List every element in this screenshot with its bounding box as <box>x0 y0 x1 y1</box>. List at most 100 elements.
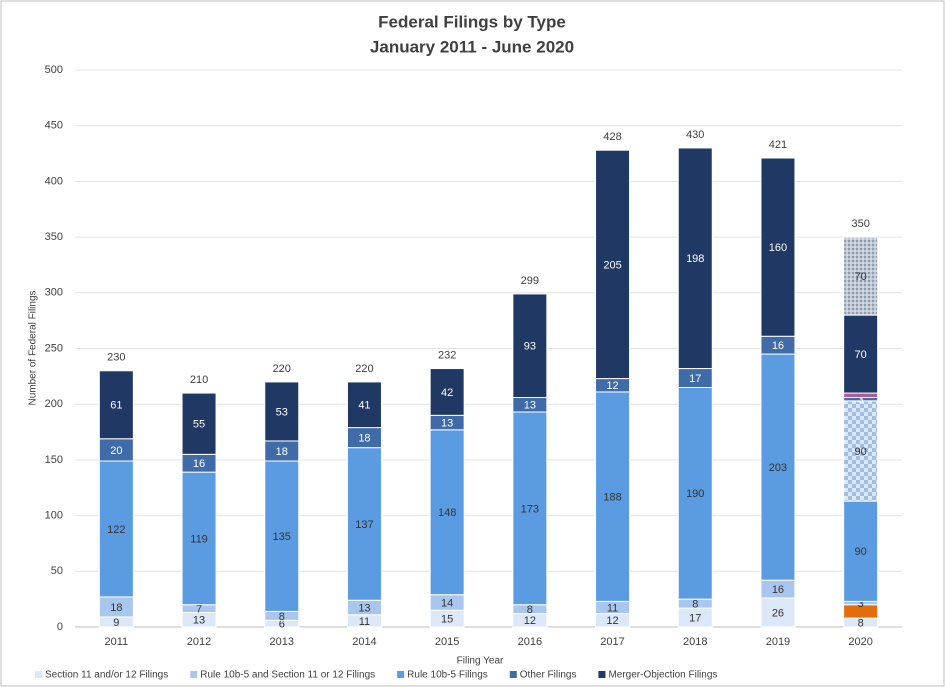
data-label: 9 <box>113 617 119 629</box>
data-label: 17 <box>689 612 701 624</box>
x-tick-label: 2020 <box>848 636 872 648</box>
data-label: 11 <box>359 616 370 628</box>
y-tick-label: 500 <box>45 64 63 76</box>
data-label: 12 <box>606 615 618 627</box>
x-tick-label: 2012 <box>187 636 211 648</box>
bar-segment <box>843 236 879 316</box>
chart-subtitle: January 2011 - June 2020 <box>370 37 574 56</box>
data-label: 16 <box>193 458 205 470</box>
data-label: 16 <box>772 584 784 596</box>
data-label: 90 <box>855 446 867 458</box>
bar-segment <box>429 429 465 596</box>
data-label: 13 <box>358 602 370 614</box>
data-label: 8 <box>279 611 285 623</box>
bar-segment <box>843 400 879 502</box>
x-axis-title: Filing Year <box>457 656 504 667</box>
total-label: 210 <box>190 374 208 386</box>
bar-segment <box>843 392 879 399</box>
total-label: 428 <box>603 131 621 143</box>
bar-segment <box>760 157 796 337</box>
data-label: 16 <box>772 340 784 352</box>
x-tick-label: 2016 <box>518 636 542 648</box>
bar-segment <box>181 392 217 455</box>
data-label: 18 <box>110 602 122 614</box>
data-label: 42 <box>441 387 453 399</box>
x-tick-label: 2013 <box>270 636 294 648</box>
y-tick-label: 250 <box>45 342 63 354</box>
data-label: 53 <box>276 406 288 418</box>
data-label: 198 <box>686 253 704 265</box>
total-label: 421 <box>769 139 787 151</box>
legend-swatch <box>509 671 517 678</box>
data-label: 12 <box>524 615 536 627</box>
bar-segment <box>595 149 631 380</box>
data-label: 122 <box>107 524 125 536</box>
bar-segment <box>346 381 382 429</box>
data-label: 26 <box>772 607 784 619</box>
data-label: 93 <box>524 341 536 353</box>
x-tick-label: 2017 <box>600 636 624 648</box>
y-tick-label: 150 <box>45 454 63 466</box>
total-label: 350 <box>851 218 869 230</box>
legend-label: Section 11 and/or 12 Filings <box>45 670 168 681</box>
data-label: 7 <box>196 604 202 616</box>
bar-segment <box>760 597 796 628</box>
data-label: 3 <box>858 598 864 610</box>
bar-segment <box>512 293 548 399</box>
data-label: 160 <box>769 242 787 254</box>
x-tick-label: 2018 <box>683 636 707 648</box>
total-label: 220 <box>355 363 373 375</box>
data-label: 11 <box>607 602 618 614</box>
bar-segment <box>98 370 134 440</box>
data-label: 41 <box>358 400 370 412</box>
total-label: 232 <box>438 349 456 361</box>
bar-segment <box>512 411 548 606</box>
x-tick-label: 2015 <box>435 636 459 648</box>
chart-title: Federal Filings by Type <box>378 12 566 31</box>
data-label: 55 <box>193 419 205 431</box>
legend-label: Other Filings <box>520 670 577 681</box>
legend-label: Rule 10b-5 Filings <box>407 670 488 681</box>
data-label: 17 <box>689 373 701 385</box>
legend-swatch <box>598 671 606 678</box>
y-tick-label: 400 <box>45 175 63 187</box>
data-label: 190 <box>686 488 704 500</box>
data-label: 70 <box>855 349 867 361</box>
data-label: 13 <box>524 400 536 412</box>
y-tick-label: 100 <box>45 510 63 522</box>
bar-segment <box>429 368 465 416</box>
data-label: 61 <box>110 400 122 412</box>
data-label: 18 <box>276 446 288 458</box>
data-label: 148 <box>438 507 456 519</box>
y-tick-label: 350 <box>45 231 63 243</box>
data-label: 137 <box>355 519 373 531</box>
legend-label: Merger-Objection Filings <box>608 670 717 681</box>
y-axis-title: Number of Federal Filings <box>28 290 39 405</box>
bar-segment <box>346 447 382 601</box>
x-tick-label: 2014 <box>352 636 376 648</box>
data-label: 12 <box>606 380 618 392</box>
y-tick-label: 300 <box>45 287 63 299</box>
legend-swatch <box>190 671 198 678</box>
data-label: 188 <box>603 492 621 504</box>
bar-segment <box>264 381 300 442</box>
data-label: 8 <box>692 599 698 611</box>
total-label: 220 <box>273 363 291 375</box>
x-tick-label: 2011 <box>105 636 129 648</box>
bar-segment <box>760 353 796 581</box>
data-label: 203 <box>769 462 787 474</box>
legend-swatch <box>35 671 42 678</box>
y-tick-label: 450 <box>45 120 63 132</box>
total-label: 230 <box>107 352 125 364</box>
data-label: 15 <box>441 614 453 626</box>
data-label: 173 <box>521 503 539 515</box>
total-label: 299 <box>521 275 539 287</box>
y-tick-label: 0 <box>57 621 63 633</box>
data-label: 135 <box>273 531 291 543</box>
total-label: 430 <box>686 129 704 141</box>
data-label: 90 <box>855 546 867 558</box>
data-label: 18 <box>358 433 370 445</box>
data-label: 13 <box>441 417 453 429</box>
